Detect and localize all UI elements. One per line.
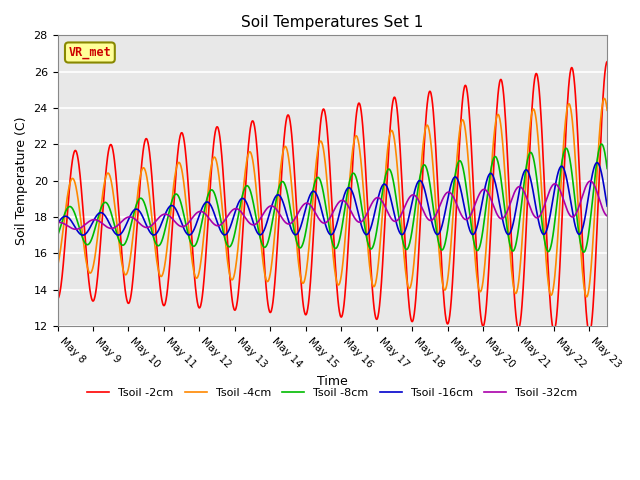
- Tsoil -8cm: [580, 249, 588, 255]
- Title: Soil Temperatures Set 1: Soil Temperatures Set 1: [241, 15, 424, 30]
- Y-axis label: Soil Temperature (C): Soil Temperature (C): [15, 117, 28, 245]
- Tsoil -4cm: [176, 160, 184, 166]
- Tsoil -16cm: [54, 221, 61, 227]
- Tsoil -8cm: [176, 196, 184, 202]
- Tsoil -16cm: [176, 216, 184, 222]
- Tsoil -4cm: [604, 108, 611, 113]
- Line: Tsoil -16cm: Tsoil -16cm: [58, 163, 607, 235]
- Tsoil -32cm: [176, 223, 184, 229]
- Tsoil -32cm: [72, 227, 80, 232]
- Tsoil -32cm: [54, 220, 61, 226]
- Tsoil -4cm: [582, 294, 590, 300]
- Tsoil -8cm: [163, 221, 170, 227]
- Tsoil -4cm: [418, 159, 426, 165]
- Tsoil -2cm: [418, 194, 426, 200]
- Line: Tsoil -32cm: Tsoil -32cm: [58, 181, 607, 229]
- Tsoil -32cm: [490, 204, 497, 209]
- Tsoil -16cm: [163, 208, 171, 214]
- Tsoil -8cm: [490, 156, 497, 162]
- Tsoil -16cm: [418, 180, 426, 185]
- Tsoil -4cm: [490, 140, 497, 146]
- Line: Tsoil -2cm: Tsoil -2cm: [58, 61, 607, 333]
- Tsoil -2cm: [54, 296, 61, 301]
- Tsoil -2cm: [490, 170, 497, 176]
- Tsoil -32cm: [586, 178, 594, 184]
- Tsoil -16cm: [490, 175, 497, 180]
- Tsoil -4cm: [538, 191, 546, 197]
- Tsoil -8cm: [604, 166, 611, 171]
- Tsoil -4cm: [163, 251, 170, 257]
- Tsoil -4cm: [237, 210, 245, 216]
- Tsoil -16cm: [538, 230, 546, 236]
- Tsoil -4cm: [600, 96, 608, 101]
- Tsoil -2cm: [538, 128, 546, 134]
- Tsoil -32cm: [418, 205, 426, 211]
- Tsoil -16cm: [79, 232, 86, 238]
- Tsoil -32cm: [163, 212, 171, 217]
- Tsoil -2cm: [176, 135, 184, 141]
- Tsoil -32cm: [538, 208, 546, 214]
- Tsoil -2cm: [586, 330, 593, 336]
- Tsoil -2cm: [237, 253, 245, 259]
- Tsoil -8cm: [54, 233, 61, 239]
- Tsoil -8cm: [237, 198, 245, 204]
- Tsoil -16cm: [593, 160, 601, 166]
- Tsoil -4cm: [54, 263, 61, 269]
- Line: Tsoil -4cm: Tsoil -4cm: [58, 98, 607, 297]
- Tsoil -32cm: [604, 213, 611, 219]
- Tsoil -32cm: [238, 210, 246, 216]
- Tsoil -8cm: [538, 219, 546, 225]
- Tsoil -8cm: [598, 141, 605, 147]
- Tsoil -8cm: [418, 167, 426, 173]
- Tsoil -2cm: [163, 295, 170, 300]
- Tsoil -16cm: [604, 204, 611, 209]
- Tsoil -16cm: [238, 196, 246, 202]
- Text: VR_met: VR_met: [68, 46, 111, 59]
- Tsoil -2cm: [604, 59, 611, 64]
- Legend: Tsoil -2cm, Tsoil -4cm, Tsoil -8cm, Tsoil -16cm, Tsoil -32cm: Tsoil -2cm, Tsoil -4cm, Tsoil -8cm, Tsoi…: [83, 384, 582, 403]
- X-axis label: Time: Time: [317, 375, 348, 388]
- Line: Tsoil -8cm: Tsoil -8cm: [58, 144, 607, 252]
